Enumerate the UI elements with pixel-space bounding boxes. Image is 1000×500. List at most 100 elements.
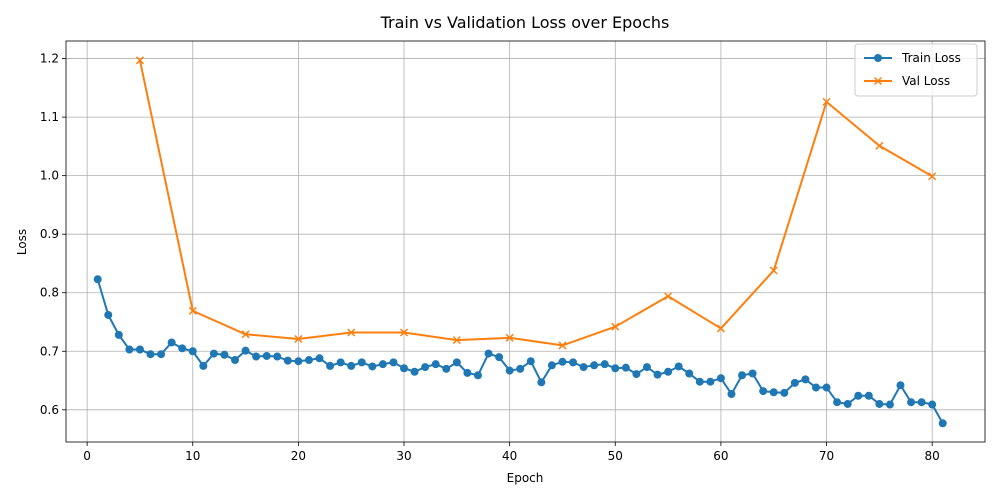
train-loss-point — [241, 346, 250, 355]
x-axis-label: Epoch — [507, 471, 544, 485]
train-loss-point — [738, 371, 747, 380]
train-loss-point — [442, 364, 451, 373]
train-loss-point — [695, 377, 704, 386]
axis-ticks: 0 10 20 30 40 50 60 70 80 0.6 0.7 0.8 0.9 1.0 1.1 1.2 — [40, 52, 940, 463]
train-loss-point — [347, 361, 356, 370]
train-loss-point — [167, 338, 176, 347]
train-loss-point — [674, 362, 683, 371]
y-tick-label: 0.8 — [40, 286, 59, 300]
train-loss-point — [178, 344, 187, 353]
train-loss-point — [463, 368, 472, 377]
legend: Train Loss Val Loss — [854, 43, 978, 97]
x-tick-label: 40 — [502, 449, 517, 463]
train-loss-point — [885, 400, 894, 409]
x-tick-label: 30 — [396, 449, 411, 463]
x-tick-label: 20 — [291, 449, 306, 463]
val-loss-line — [138, 60, 933, 347]
train-loss-point — [716, 374, 725, 383]
train-loss-point — [473, 371, 482, 380]
train-loss-point — [526, 357, 535, 366]
train-loss-point — [600, 360, 609, 369]
train-loss-point — [790, 378, 799, 387]
train-loss-point — [368, 362, 377, 371]
legend-val-label: Val Loss — [902, 74, 950, 88]
train-loss-point — [780, 388, 789, 397]
train-loss-point — [917, 398, 926, 407]
y-tick-label: 0.6 — [40, 403, 59, 417]
train-loss-point — [495, 353, 504, 362]
x-tick-label: 70 — [819, 449, 834, 463]
val-loss-point — [347, 328, 356, 337]
grid — [66, 41, 985, 442]
x-tick-label: 0 — [83, 449, 91, 463]
x-tick-label: 60 — [713, 449, 728, 463]
y-tick-label: 1.2 — [40, 52, 59, 66]
train-loss-point — [357, 358, 366, 367]
train-loss-point — [516, 364, 525, 373]
train-loss-point — [410, 367, 419, 376]
val-loss-point — [452, 336, 461, 345]
train-loss-point — [262, 351, 271, 360]
chart-title: Train vs Validation Loss over Epochs — [380, 13, 670, 32]
train-loss-point — [569, 358, 578, 367]
train-loss-point — [336, 358, 345, 367]
train-loss-point — [294, 357, 303, 366]
y-tick-label: 0.9 — [40, 227, 59, 241]
val-loss-point — [611, 322, 620, 331]
train-loss-point — [685, 369, 694, 378]
train-loss-point — [590, 361, 599, 370]
val-loss-point — [664, 292, 673, 301]
y-axis-label: Loss — [15, 229, 29, 255]
train-loss-point — [854, 391, 863, 400]
train-loss-point — [389, 358, 398, 367]
train-loss-point — [727, 389, 736, 398]
train-loss-point — [642, 363, 651, 372]
train-loss-point — [431, 360, 440, 369]
train-loss-point — [220, 350, 229, 359]
train-loss-point — [378, 360, 387, 369]
train-loss-point — [283, 356, 292, 365]
train-loss-point — [896, 381, 905, 390]
train-loss-point — [315, 354, 324, 363]
train-loss-point — [273, 352, 282, 361]
train-loss-point — [811, 383, 820, 392]
y-tick-label: 1.1 — [40, 110, 59, 124]
val-loss-point — [135, 56, 144, 65]
train-loss-point — [209, 349, 218, 358]
plot-frame — [65, 40, 986, 443]
train-loss-point — [706, 377, 715, 386]
val-loss-point — [241, 330, 250, 339]
legend-train-label: Train Loss — [901, 51, 961, 65]
y-tick-label: 1.0 — [40, 169, 59, 183]
x-tick-label: 10 — [185, 449, 200, 463]
train-loss-point — [611, 364, 620, 373]
val-loss-point — [399, 328, 409, 337]
train-loss-point — [875, 399, 884, 408]
val-loss-point — [188, 306, 197, 315]
train-loss-point — [833, 398, 842, 407]
val-loss-point — [769, 266, 778, 275]
train-loss-point — [537, 378, 546, 387]
y-tick-label: 0.7 — [40, 344, 59, 358]
legend-val-marker — [873, 76, 883, 86]
train-loss-point — [579, 363, 588, 372]
train-loss-point — [907, 398, 916, 407]
train-loss-point — [664, 367, 673, 376]
train-loss-point — [484, 349, 493, 358]
train-loss-point — [558, 357, 567, 366]
val-loss-point — [928, 172, 937, 181]
train-loss-point — [125, 345, 134, 354]
val-loss-point — [875, 141, 884, 150]
train-loss-point — [505, 366, 514, 375]
train-loss-point — [621, 363, 630, 372]
val-loss-point — [822, 97, 831, 106]
train-loss-point — [146, 350, 155, 359]
train-loss-point — [769, 388, 778, 397]
train-loss-point — [843, 399, 852, 408]
train-loss-point — [135, 345, 144, 354]
val-loss-point — [505, 333, 514, 342]
train-loss-point — [114, 330, 123, 339]
val-loss-point — [294, 334, 303, 343]
plot-series — [93, 56, 947, 428]
